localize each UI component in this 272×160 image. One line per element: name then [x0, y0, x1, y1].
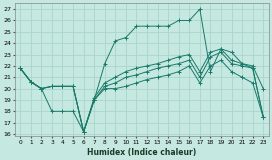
X-axis label: Humidex (Indice chaleur): Humidex (Indice chaleur) — [87, 148, 196, 156]
